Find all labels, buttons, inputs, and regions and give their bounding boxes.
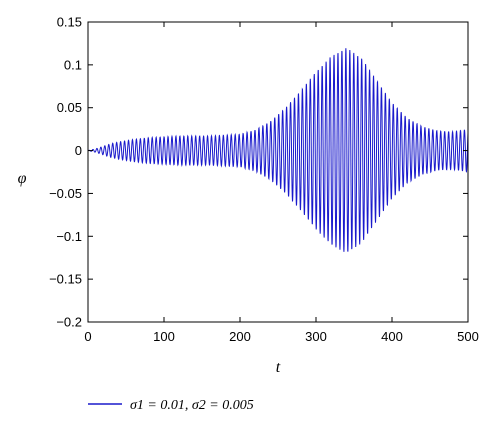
x-tick-label: 300 (305, 329, 327, 344)
y-tick-label: −0.05 (49, 186, 82, 201)
chart-marks (87, 48, 469, 252)
y-tick-label: 0 (75, 143, 82, 158)
x-tick-label: 100 (153, 329, 175, 344)
x-axis-label: t (276, 359, 281, 376)
plot-frame (87, 21, 469, 323)
y-tick-label: 0.1 (64, 57, 82, 72)
x-tick-label: 0 (84, 329, 91, 344)
x-tick-label: 200 (229, 329, 251, 344)
legend-label: σ1 = 0.01, σ2 = 0.005 (130, 398, 254, 413)
series-line (87, 48, 469, 252)
y-tick-label: −0.15 (49, 272, 82, 287)
y-tick-label: 0.05 (57, 100, 82, 115)
x-tick-label: 500 (457, 329, 479, 344)
legend: σ1 = 0.01, σ2 = 0.005 (88, 398, 254, 413)
y-axis-label: φ (18, 170, 27, 187)
y-tick-label: −0.1 (56, 229, 82, 244)
y-tick-label: −0.2 (56, 315, 82, 330)
axis-ticks: 0 100 200 300 400 500 0.15 0.1 0.05 0 −0.05 −0.1 −0.… (49, 15, 479, 345)
x-tick-label: 400 (381, 329, 403, 344)
y-tick-label: 0.15 (57, 15, 82, 30)
